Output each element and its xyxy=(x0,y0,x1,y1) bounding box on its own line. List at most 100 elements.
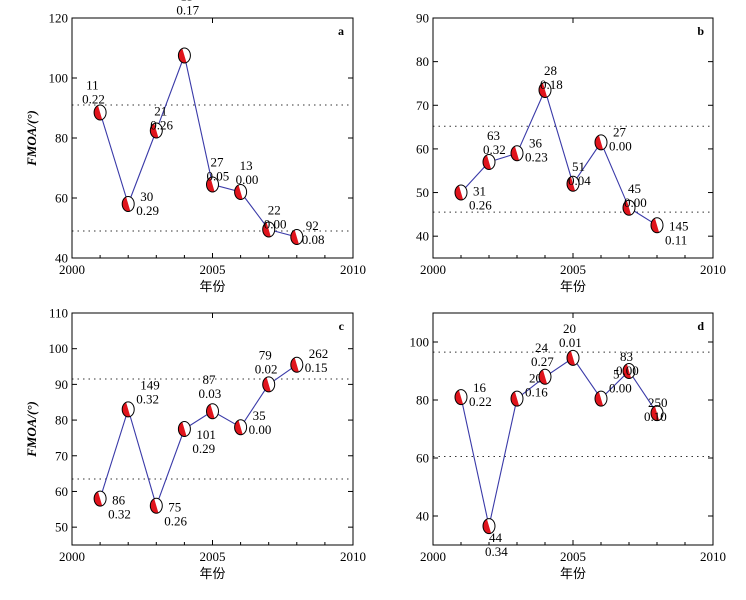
data-point-marker xyxy=(234,184,248,200)
event-count-label: 87 xyxy=(203,372,217,387)
ratio-label: 0.00 xyxy=(249,422,272,437)
data-point-marker xyxy=(650,405,664,422)
panel-label: b xyxy=(697,24,704,38)
y-tick-label: 50 xyxy=(416,185,429,200)
y-tick-label: 120 xyxy=(49,11,69,26)
ratio-label: 0.00 xyxy=(616,363,639,378)
ratio-label: 0.00 xyxy=(264,217,287,232)
data-point-marker xyxy=(538,368,552,385)
event-count-label: 22 xyxy=(268,203,281,218)
x-tick-label: 2005 xyxy=(560,549,586,564)
y-tick-label: 40 xyxy=(416,229,429,244)
x-tick-label: 2000 xyxy=(420,262,446,277)
ratio-label: 0.00 xyxy=(624,195,647,210)
y-axis-title: FMOA/(°) xyxy=(24,401,39,458)
ratio-label: 0.22 xyxy=(469,394,492,409)
x-tick-label: 2010 xyxy=(700,549,726,564)
event-count-label: 30 xyxy=(140,189,153,204)
y-tick-label: 80 xyxy=(416,393,429,408)
data-point-marker xyxy=(149,122,163,139)
x-tick-label: 2005 xyxy=(200,549,226,564)
x-axis-title: 年份 xyxy=(560,567,586,582)
y-tick-label: 100 xyxy=(49,71,69,86)
y-tick-label: 40 xyxy=(416,509,429,524)
event-count-label: 86 xyxy=(112,493,126,508)
event-count-label: 21 xyxy=(154,104,167,119)
ratio-label: 0.23 xyxy=(525,149,548,164)
event-count-label: 51 xyxy=(572,159,585,174)
data-point-marker xyxy=(206,403,219,420)
y-tick-label: 70 xyxy=(55,448,68,463)
panel-d: 2000 2005 2010406080100年份d160.22440.34200.… xyxy=(410,312,726,582)
event-count-label: 262 xyxy=(309,346,329,361)
y-tick-label: 90 xyxy=(55,377,68,392)
data-point-marker xyxy=(482,154,496,170)
y-tick-label: 60 xyxy=(55,484,68,499)
event-count-label: 83 xyxy=(620,349,633,364)
ratio-label: 0.02 xyxy=(255,361,278,376)
ratio-label: 0.11 xyxy=(665,232,687,247)
event-count-label: 149 xyxy=(140,377,160,392)
y-tick-label: 80 xyxy=(55,413,68,428)
ratio-label: 0.05 xyxy=(207,169,230,184)
x-tick-label: 2010 xyxy=(340,262,366,277)
data-point-marker xyxy=(177,47,191,64)
ratio-label: 0.29 xyxy=(192,441,215,456)
data-point-marker xyxy=(594,134,608,151)
event-count-label: 13 xyxy=(180,0,193,4)
event-count-label: 27 xyxy=(211,155,225,170)
event-count-label: 79 xyxy=(259,347,272,362)
event-count-label: 20 xyxy=(563,321,576,336)
y-tick-label: 60 xyxy=(55,191,68,206)
ratio-label: 0.22 xyxy=(82,92,105,107)
ratio-label: 0.17 xyxy=(176,3,199,18)
x-axis-title: 年份 xyxy=(199,567,225,582)
x-tick-label: 2000 xyxy=(59,262,85,277)
ratio-label: 0.03 xyxy=(199,386,222,401)
data-point-marker xyxy=(510,390,524,407)
x-tick-label: 2010 xyxy=(340,549,366,564)
x-axis-title: 年份 xyxy=(560,280,586,295)
data-point-marker xyxy=(482,518,496,535)
y-tick-label: 80 xyxy=(416,54,429,69)
ratio-label: 0.01 xyxy=(559,335,582,350)
panel-label: c xyxy=(339,319,345,333)
ratio-label: 0.00 xyxy=(609,138,632,153)
y-tick-label: 100 xyxy=(49,341,69,356)
data-point-marker xyxy=(121,196,135,212)
event-count-label: 75 xyxy=(168,500,181,515)
event-count-label: 145 xyxy=(669,218,689,233)
y-axis-title: FMOA/(°) xyxy=(24,110,39,167)
x-tick-label: 2005 xyxy=(200,262,226,277)
event-count-label: 13 xyxy=(240,158,253,173)
y-tick-label: 60 xyxy=(416,451,429,466)
data-point-marker xyxy=(234,419,248,436)
panel-b: 2000 2005 2010 40 50 60 70 80 90 年份 b 310.26 630.32 3… xyxy=(416,11,726,296)
ratio-label: 0.34 xyxy=(485,544,508,559)
event-count-label: 28 xyxy=(544,63,557,78)
ratio-label: 0.26 xyxy=(469,198,492,213)
y-tick-label: 80 xyxy=(55,131,68,146)
ratio-label: 0.26 xyxy=(150,118,173,133)
event-count-label: 92 xyxy=(306,218,319,233)
event-count-label: 16 xyxy=(473,380,487,395)
data-point-marker xyxy=(93,490,107,507)
data-point-marker xyxy=(622,199,636,216)
data-point-marker xyxy=(290,356,304,373)
event-count-label: 11 xyxy=(86,78,99,93)
ratio-label: 0.26 xyxy=(164,514,187,529)
event-count-label: 36 xyxy=(529,135,543,150)
panel-c: 2000 2005 2010 50 60 70 80 90 100 110 年份 FMOA/(°) c 8… xyxy=(24,306,366,583)
data-point-marker xyxy=(454,389,468,406)
x-tick-label: 2000 xyxy=(59,549,85,564)
ratio-label: 0.32 xyxy=(483,142,506,157)
data-point-marker xyxy=(622,363,636,379)
series-line xyxy=(99,364,298,508)
data-point-marker xyxy=(290,229,304,245)
data-point-marker xyxy=(149,497,163,514)
event-count-label: 20 xyxy=(529,371,542,386)
event-count-label: 44 xyxy=(489,530,503,545)
data-point-marker xyxy=(650,217,664,234)
x-tick-label: 2000 xyxy=(420,549,446,564)
